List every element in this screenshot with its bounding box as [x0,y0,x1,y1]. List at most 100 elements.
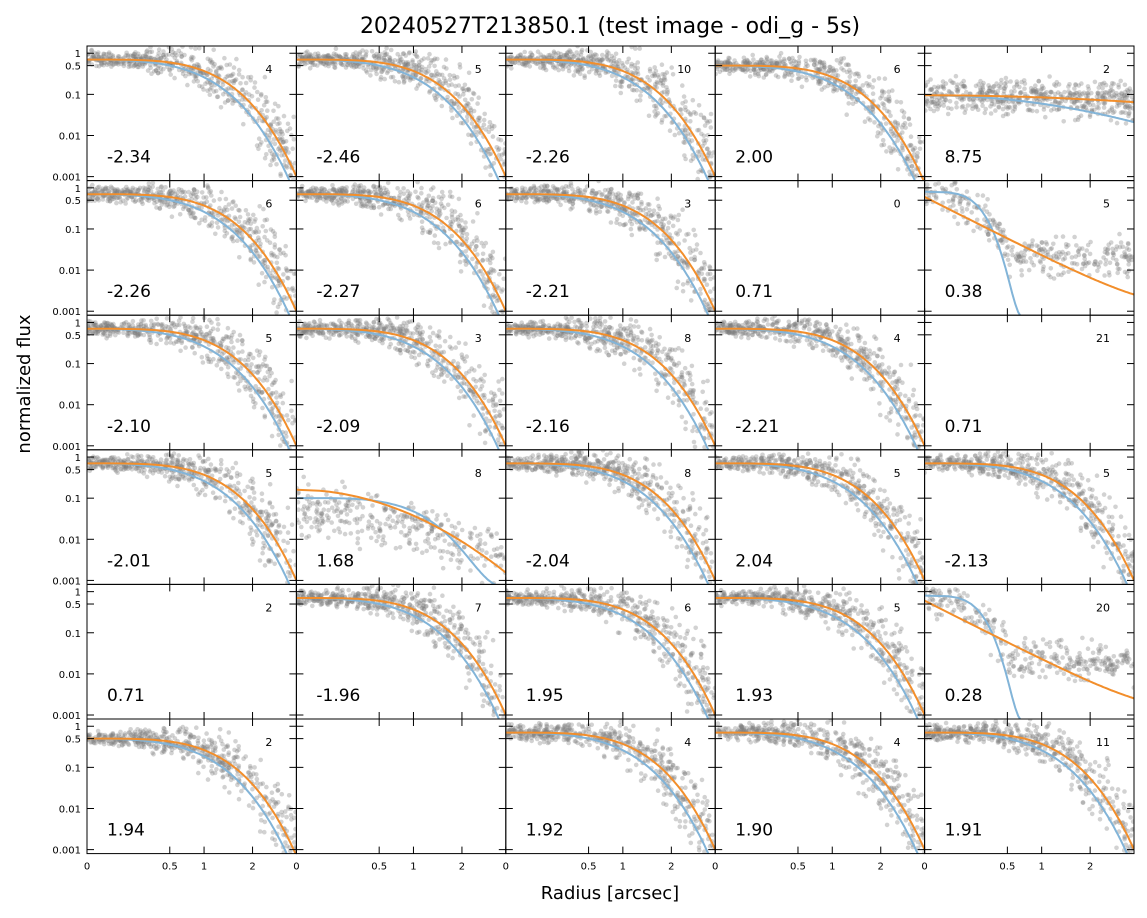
data-point [419,67,425,72]
data-point [1084,248,1089,253]
data-point [308,187,314,192]
data-point [983,203,988,208]
data-point [160,188,165,193]
data-point [246,217,251,222]
data-point [439,189,445,195]
data-point [635,195,641,201]
data-point [321,197,326,202]
data-point [1096,85,1102,90]
data-point [790,55,795,61]
data-point [985,197,990,202]
data-point [442,205,447,211]
data-point [405,60,411,65]
data-point [276,116,281,121]
data-point [115,189,120,194]
data-point [161,49,166,54]
data-point [908,134,914,139]
data-point [248,216,253,222]
data-point [101,52,107,57]
data-point [180,189,186,195]
data-point [127,189,132,195]
data-point [542,54,547,60]
data-point [147,62,153,68]
data-point [164,203,169,208]
data-point [699,131,704,137]
data-point [703,138,709,143]
data-point [748,68,753,73]
data-point [542,65,547,71]
data-point [336,53,342,59]
data-point [396,58,401,63]
data-point [355,190,360,195]
data-point [482,111,488,117]
data-point [258,241,263,247]
data-point [527,64,533,69]
data-point [1083,105,1089,110]
data-point [1006,104,1012,110]
data-point [339,185,345,191]
data-point [617,83,623,89]
data-point [464,231,470,237]
data-point [268,227,274,232]
data-point [934,89,939,95]
data-point [947,99,953,104]
data-point [466,86,471,92]
data-point [675,217,681,223]
data-point [702,277,708,282]
data-point [1005,252,1010,258]
data-point [461,227,467,233]
data-point [126,64,132,70]
data-point [502,159,506,164]
data-point [128,63,133,69]
data-point [675,232,680,237]
data-point [605,209,611,214]
data-point [1118,240,1124,245]
data-point [262,260,268,266]
data-point [870,91,876,96]
data-point [281,139,287,145]
data-point [1078,93,1083,99]
data-point [168,201,173,207]
data-point [963,107,968,112]
data-point [285,276,291,281]
data-point [284,163,289,169]
data-point [1116,92,1122,98]
data-point [267,148,273,154]
data-point [367,199,373,205]
data-point [701,115,707,120]
data-point [740,60,746,65]
data-point [1051,276,1057,281]
data-point [99,188,104,194]
data-point [509,186,515,191]
data-point [460,86,465,91]
data-point [757,60,763,66]
data-point [564,189,570,195]
data-point [797,54,802,60]
data-point [102,186,108,192]
data-point [134,61,139,66]
data-point [336,197,341,202]
data-point [281,113,287,119]
data-point [202,215,208,220]
data-point [1034,87,1040,93]
data-point [497,272,502,277]
data-point [443,80,449,86]
data-point [1109,80,1115,86]
data-point [465,101,470,106]
data-point [168,72,173,77]
data-point [592,57,597,62]
data-point [1122,89,1128,95]
data-point [358,190,363,195]
data-point [606,57,611,63]
data-point [170,52,175,58]
data-point [576,191,581,196]
data-point [376,55,382,61]
data-point [1102,100,1108,105]
data-point [211,198,217,203]
data-point [308,59,313,65]
data-point [567,199,572,204]
data-point [725,58,730,63]
data-point [283,266,289,271]
data-point [363,203,368,209]
data-point [658,78,664,83]
